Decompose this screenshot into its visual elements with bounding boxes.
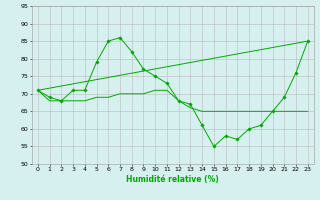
X-axis label: Humidité relative (%): Humidité relative (%)	[126, 175, 219, 184]
